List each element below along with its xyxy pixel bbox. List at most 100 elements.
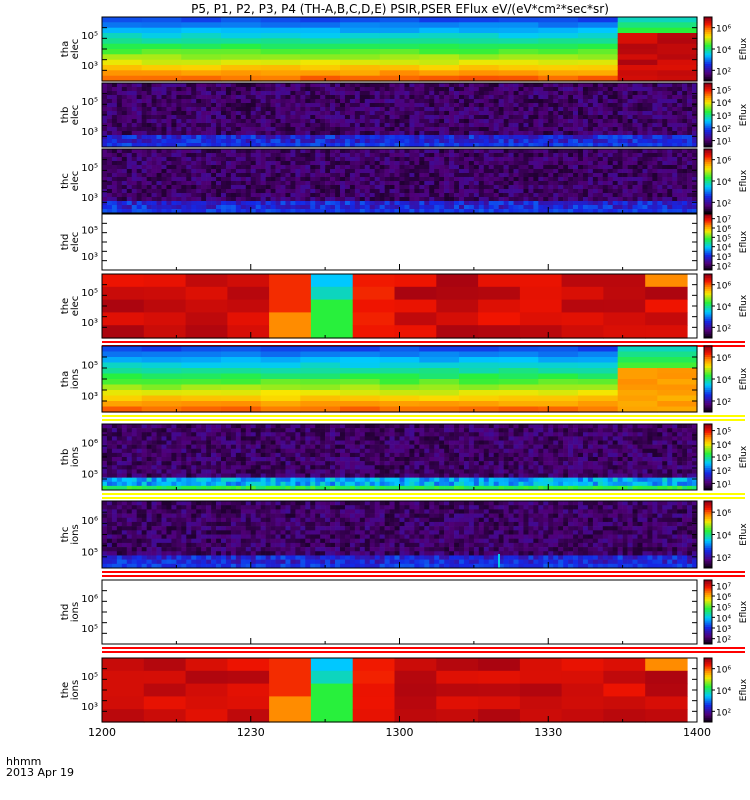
heatmap-cell	[379, 59, 420, 66]
heatmap-cell	[102, 111, 108, 116]
heatmap-cell	[473, 181, 480, 186]
heatmap-cell	[143, 299, 187, 313]
heatmap-cell	[518, 189, 524, 194]
heatmap-cell	[245, 185, 252, 190]
heatmap-cell	[429, 135, 435, 140]
heatmap-cell	[126, 461, 133, 466]
heatmap-cell	[617, 43, 658, 50]
heatmap-cell	[364, 87, 371, 92]
heatmap-cell	[558, 127, 564, 132]
heatmap-cell	[645, 299, 688, 313]
heatmap-cell	[156, 139, 162, 144]
heatmap-cell	[320, 111, 326, 116]
heatmap-cell	[185, 299, 228, 313]
heatmap-cell	[652, 119, 658, 124]
heatmap-cell	[369, 135, 376, 140]
heatmap-cell	[672, 153, 678, 158]
heatmap-cell	[126, 87, 133, 92]
heatmap-cell	[518, 107, 524, 112]
colorbar-segment	[704, 74, 712, 78]
heatmap-cell	[116, 440, 123, 445]
heatmap-cell	[230, 149, 237, 154]
y-tick-label: 10⁵	[81, 288, 98, 299]
heatmap-cell	[136, 123, 142, 128]
heatmap-cell	[221, 169, 227, 174]
heatmap-cell	[627, 205, 633, 210]
heatmap-cell	[136, 193, 142, 198]
heatmap-cell	[151, 181, 157, 186]
heatmap-cell	[221, 43, 262, 50]
heatmap-cell	[186, 473, 192, 478]
colorbar-segment	[704, 350, 712, 353]
heatmap-cell	[260, 22, 301, 29]
heatmap-cell	[657, 368, 698, 375]
heatmap-cell	[354, 177, 361, 182]
heatmap-cell	[111, 197, 118, 202]
heatmap-cell	[632, 123, 638, 128]
heatmap-cell	[106, 457, 113, 462]
heatmap-cell	[340, 135, 346, 140]
heatmap-cell	[227, 274, 270, 288]
heatmap-cell	[612, 185, 618, 190]
heatmap-cell	[558, 143, 564, 148]
heatmap-cell	[126, 432, 133, 437]
heatmap-cell	[221, 351, 262, 358]
heatmap-cell	[692, 139, 698, 144]
heatmap-cell	[454, 197, 460, 202]
heatmap-cell	[459, 205, 465, 210]
heatmap-cell	[473, 123, 480, 128]
heatmap-cell	[478, 131, 485, 136]
heatmap-cell	[310, 169, 316, 174]
heatmap-cell	[191, 181, 197, 186]
colorbar-segment	[704, 299, 712, 303]
heatmap-cell	[459, 49, 500, 55]
heatmap-cell	[647, 135, 653, 140]
heatmap-cell	[587, 103, 594, 108]
colorbar-segment	[704, 357, 712, 360]
heatmap-cell	[652, 157, 658, 162]
heatmap-cell	[136, 436, 142, 441]
heatmap-cell	[394, 87, 400, 92]
heatmap-cell	[503, 143, 509, 148]
heatmap-cell	[176, 91, 182, 96]
heatmap-cell	[171, 424, 177, 429]
heatmap-cell	[201, 201, 207, 206]
heatmap-cell	[374, 209, 380, 214]
heatmap-cell	[146, 432, 152, 437]
heatmap-cell	[285, 165, 291, 170]
heatmap-cell	[682, 177, 688, 182]
heatmap-cell	[444, 135, 450, 140]
heatmap-cell	[434, 201, 440, 206]
heatmap-cell	[102, 209, 108, 214]
heatmap-cell	[349, 83, 356, 88]
heatmap-cell	[121, 485, 128, 491]
heatmap-cell	[434, 149, 440, 154]
heatmap-cell	[528, 127, 534, 132]
heatmap-cell	[305, 197, 311, 202]
heatmap-cell	[573, 95, 579, 100]
heatmap-cell	[131, 165, 138, 170]
heatmap-cell	[126, 169, 133, 174]
heatmap-cell	[384, 111, 390, 116]
heatmap-cell	[424, 103, 430, 108]
heatmap-cell	[141, 461, 147, 466]
heatmap-cell	[146, 481, 152, 487]
heatmap-cell	[275, 165, 281, 170]
heatmap-cell	[166, 189, 172, 194]
heatmap-cell	[151, 481, 157, 487]
heatmap-cell	[265, 103, 271, 108]
heatmap-cell	[483, 131, 490, 136]
heatmap-cell	[617, 209, 623, 214]
heatmap-cell	[201, 107, 207, 112]
heatmap-cell	[335, 153, 341, 158]
heatmap-cell	[354, 119, 361, 124]
heatmap-cell	[459, 197, 465, 202]
heatmap-cell	[568, 103, 574, 108]
heatmap-cell	[106, 153, 113, 158]
heatmap-cell	[285, 205, 291, 210]
heatmap-cell	[473, 185, 480, 190]
heatmap-cell	[285, 161, 291, 166]
heatmap-cell	[439, 153, 445, 158]
heatmap-cell	[290, 201, 296, 206]
heatmap-cell	[106, 107, 113, 112]
